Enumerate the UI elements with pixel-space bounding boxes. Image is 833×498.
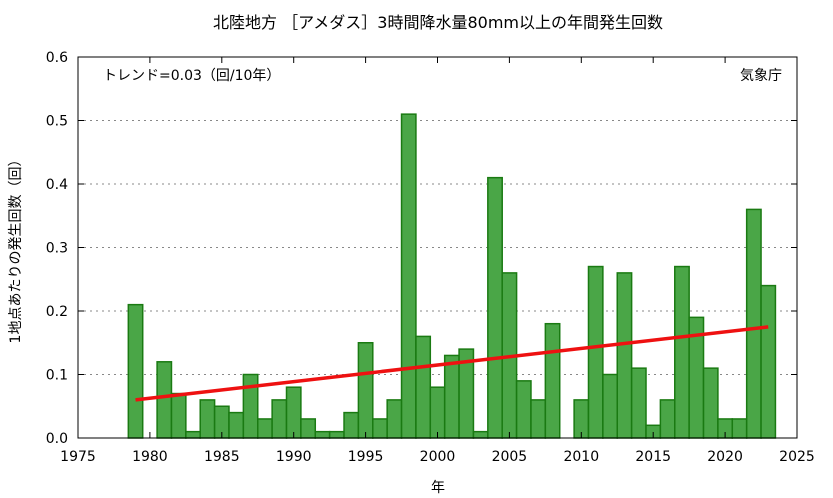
x-tick-label: 2000 xyxy=(420,449,456,465)
source-label: 気象庁 xyxy=(740,68,782,84)
y-tick-label: 0.5 xyxy=(46,114,68,130)
bar xyxy=(674,265,690,439)
x-tick-label: 1980 xyxy=(132,449,168,465)
bar xyxy=(415,335,432,439)
bar xyxy=(659,399,676,439)
x-tick-label: 2005 xyxy=(492,449,528,465)
bar xyxy=(745,208,762,439)
x-tick-label: 2015 xyxy=(635,449,671,465)
bar xyxy=(602,373,618,439)
bar xyxy=(185,430,201,439)
bar xyxy=(285,386,302,439)
bar xyxy=(300,418,317,439)
bar xyxy=(443,354,460,439)
x-tick-label: 1985 xyxy=(204,449,240,465)
bar xyxy=(429,386,446,439)
x-tick-label: 2010 xyxy=(563,449,599,465)
y-tick-label: 0.4 xyxy=(46,177,68,193)
bar xyxy=(257,418,273,439)
bar xyxy=(127,303,144,439)
y-tick-label: 0.1 xyxy=(46,368,68,384)
bar xyxy=(170,392,187,439)
x-axis-ticks: 1975 1980 1985 1990 1995 2000 2005 2010 2015 2020… xyxy=(60,57,815,465)
bar xyxy=(242,373,259,439)
trend-label: トレンド=0.03（回/10年） xyxy=(103,68,280,84)
bar xyxy=(372,418,388,439)
bar xyxy=(314,430,331,439)
bar xyxy=(587,265,604,439)
bar xyxy=(228,411,245,439)
x-tick-label: 2020 xyxy=(707,449,743,465)
bars xyxy=(127,113,777,439)
chart-title: 北陸地方 ［アメダス］3時間降水量80mm以上の年間発生回数 xyxy=(213,13,663,32)
bar xyxy=(616,272,633,439)
bar xyxy=(199,399,216,439)
y-axis-label: 1地点あたりの発生回数（回） xyxy=(8,153,24,344)
x-tick-label: 1990 xyxy=(276,449,312,465)
bar xyxy=(357,342,374,439)
bar xyxy=(544,322,561,439)
bar xyxy=(386,399,403,439)
y-tick-label: 0.2 xyxy=(46,304,68,320)
y-tick-label: 0.3 xyxy=(46,241,68,257)
bar xyxy=(702,367,719,439)
x-tick-label: 1975 xyxy=(60,449,96,465)
bar xyxy=(760,284,777,439)
x-axis-label: 年 xyxy=(431,480,445,496)
bar xyxy=(343,411,360,439)
y-tick-label: 0.6 xyxy=(46,50,68,66)
y-axis-ticks: 0.0 0.1 0.2 0.3 0.4 0.5 0.6 xyxy=(46,50,797,447)
bar xyxy=(400,113,417,439)
bar xyxy=(271,399,288,439)
y-tick-label: 0.0 xyxy=(46,431,68,447)
x-tick-label: 1995 xyxy=(348,449,384,465)
bar xyxy=(328,430,345,439)
bar xyxy=(472,430,489,439)
trend-line xyxy=(135,325,769,402)
bar xyxy=(156,361,173,439)
bar xyxy=(487,176,503,439)
x-tick-label: 2025 xyxy=(779,449,815,465)
bar xyxy=(530,399,547,439)
bar xyxy=(515,380,532,439)
bar xyxy=(731,418,748,439)
bar xyxy=(630,367,647,439)
